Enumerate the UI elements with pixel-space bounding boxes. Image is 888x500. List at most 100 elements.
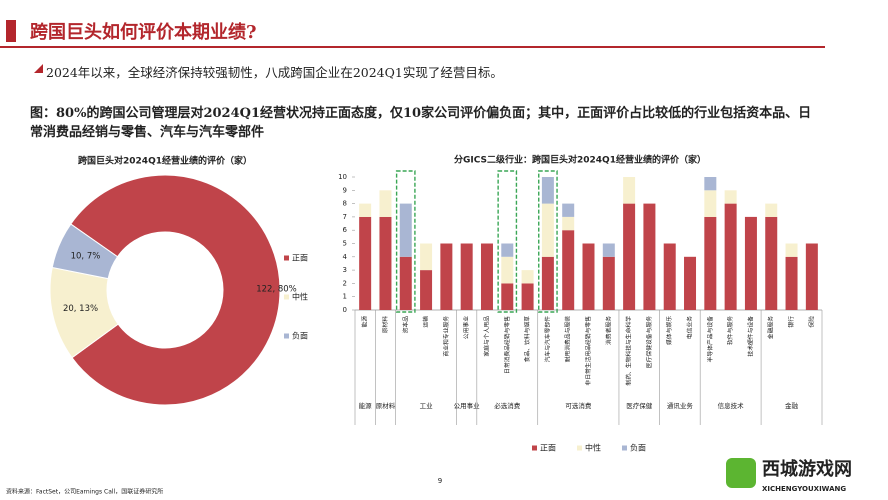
bar-segment (460, 243, 473, 310)
x-tick-label: 软件与服务 (726, 316, 734, 345)
bar-segment (602, 243, 615, 257)
bar-segment (440, 243, 453, 310)
legend-swatch (284, 333, 289, 339)
group-label: 医疗保健 (626, 401, 653, 410)
title-marker (6, 20, 16, 42)
bar-segment (744, 216, 757, 310)
watermark-title: 西城游戏网 (762, 458, 852, 480)
bar-segment (521, 283, 534, 310)
bar-segment (602, 256, 615, 310)
bar-segment (562, 203, 575, 217)
bar-segment (501, 283, 514, 310)
bar-segment (501, 256, 514, 284)
bar-segment (562, 230, 575, 310)
bar-segment (521, 270, 534, 284)
bar-segment (765, 216, 778, 310)
source-note: 资料来源：FactSet，公司Earnings Call，国联证券研究所 (6, 488, 163, 496)
page-number: 9 (438, 477, 442, 485)
y-tick-label: 2 (343, 279, 347, 287)
x-tick-label: 电信业务 (686, 316, 694, 339)
x-tick-label: 保险 (807, 316, 815, 328)
bar-segment (541, 256, 554, 310)
bar-segment (785, 256, 798, 310)
watermark-subtitle: XICHENGYOUXIWANG (762, 485, 846, 493)
x-tick-label: 耐用消费品与服装 (564, 316, 572, 363)
group-label: 金融 (785, 401, 799, 410)
legend-swatch (284, 294, 289, 300)
bar-segment (501, 243, 514, 257)
legend-label: 正面 (292, 254, 308, 263)
x-tick-label: 制药、生物科技与生命科学 (625, 316, 633, 386)
bar-segment (359, 203, 372, 217)
bar-segment (359, 216, 372, 310)
bar-segment (420, 270, 433, 310)
bar-segment (704, 216, 717, 310)
group-label: 公用事业 (454, 401, 481, 410)
bar-segment (562, 216, 575, 231)
bar-segment (399, 256, 412, 310)
watermark-icon (726, 458, 756, 488)
legend-swatch (532, 445, 537, 451)
bar-segment (785, 243, 798, 257)
y-tick-label: 6 (343, 226, 348, 234)
bullet-text: 2024年以来，全球经济保持较强韧性，八成跨国企业在2024Q1实现了经营目标。 (46, 65, 503, 80)
chart-title: 分GICS二级行业：跨国巨头对2024Q1经营业绩的评价（家） (454, 154, 706, 166)
bar-segment (623, 177, 636, 204)
bar-segment (684, 256, 697, 310)
x-tick-label: 能源 (361, 316, 369, 328)
y-tick-label: 3 (343, 266, 347, 274)
figure-caption: 图：80%的跨国公司管理层对2024Q1经营状况持正面态度，仅10家公司评价偏负… (30, 106, 812, 140)
bar-segment (541, 177, 554, 204)
group-label: 信息技术 (718, 401, 745, 410)
bar-segment (480, 243, 493, 310)
y-tick-label: 10 (338, 173, 347, 181)
group-label: 必选消费 (494, 401, 521, 410)
bar-segment (643, 203, 656, 310)
bar-segment (623, 203, 636, 310)
x-tick-label: 半导体产品与设备 (706, 316, 714, 363)
x-tick-label: 技术硬件与设备 (746, 316, 754, 357)
bar-segment (582, 243, 595, 310)
y-tick-label: 4 (343, 253, 348, 261)
legend-swatch (577, 445, 582, 451)
bar-segment (379, 216, 392, 310)
bar-segment (765, 203, 778, 217)
x-tick-label: 公用事业 (462, 316, 470, 339)
group-label: 原材料 (376, 401, 396, 410)
bar-segment (541, 203, 554, 257)
bar-segment (704, 177, 717, 191)
y-tick-label: 9 (343, 186, 347, 194)
bar-segment (420, 243, 433, 271)
x-tick-label: 银行 (787, 316, 795, 328)
slice-label: 122, 80% (256, 284, 297, 294)
legend-label: 负面 (292, 331, 308, 341)
x-tick-label: 食品、饮料与烟草 (523, 316, 531, 363)
bullet-marker (34, 64, 43, 73)
x-tick-label: 金融服务 (767, 316, 775, 339)
slice-label: 10, 7% (71, 251, 101, 261)
x-tick-label: 医疗保健设备与服务 (645, 316, 653, 368)
pie-slice (70, 174, 281, 406)
legend-label: 负面 (630, 443, 646, 453)
legend-label: 正面 (540, 444, 556, 453)
y-tick-label: 7 (343, 213, 347, 221)
bar-segment (399, 203, 412, 257)
y-tick-label: 0 (343, 306, 347, 314)
x-tick-label: 日常消费品经销与零售 (503, 316, 511, 374)
legend-swatch (622, 445, 627, 451)
group-label: 通讯业务 (667, 401, 694, 410)
y-tick-label: 5 (343, 240, 347, 248)
highlight-box (538, 170, 558, 313)
legend-swatch (284, 255, 289, 261)
highlight-box (497, 170, 518, 313)
group-label: 能源 (359, 401, 373, 410)
bar-segment (805, 243, 818, 310)
y-tick-label: 1 (343, 293, 347, 301)
x-tick-label: 汽车与汽车零部件 (543, 316, 551, 363)
page-title: 跨国巨头如何评价本期业绩? (30, 22, 257, 43)
bar-segment (663, 243, 676, 310)
title-rule (0, 46, 825, 48)
legend-label: 中性 (585, 443, 601, 453)
